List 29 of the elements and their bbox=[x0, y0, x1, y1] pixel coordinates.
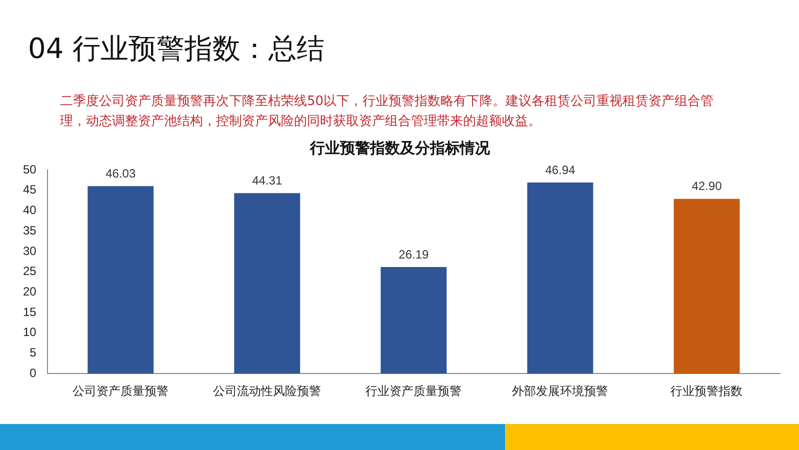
data-label: 46.03 bbox=[106, 166, 136, 180]
text: 二季度公司资产质量预警再次下降至枯荣线50以下，行业预警指数略有下降。建议各租赁公司重视租赁资产组合管理，动态调整资产池结构，控制资产风险的同时获取资产组合管理带来的超额收益。 bbox=[60, 93, 715, 131]
x-tick-label: 公司流动性风险预警 bbox=[213, 384, 322, 398]
x-tick-label: 公司资产质量预警 bbox=[72, 384, 169, 398]
data-label: 44.31 bbox=[252, 173, 282, 188]
data-label: 26.19 bbox=[398, 247, 430, 262]
bar bbox=[527, 182, 594, 374]
bar bbox=[88, 186, 154, 374]
y-tick-label: 0 bbox=[30, 366, 37, 380]
text: 04 行业预警指数：总结 bbox=[28, 31, 325, 67]
bar bbox=[674, 198, 740, 374]
y-tick-label: 15 bbox=[22, 304, 37, 319]
y-tick-label: 30 bbox=[22, 244, 37, 258]
y-tick-label: 5 bbox=[30, 346, 37, 360]
chart-title: 行业预警指数及分指标情况 bbox=[309, 138, 491, 157]
y-tick-label: 10 bbox=[22, 325, 37, 340]
y-tick-label: 35 bbox=[22, 223, 37, 238]
y-tick-label: 50 bbox=[22, 162, 37, 176]
y-tick-label: 20 bbox=[22, 284, 37, 298]
y-tick-label: 45 bbox=[22, 182, 37, 197]
bar bbox=[380, 266, 447, 374]
bar bbox=[234, 193, 300, 374]
x-tick-label: 外部发展环境预警 bbox=[512, 384, 608, 398]
y-tick-label: 40 bbox=[22, 203, 37, 218]
data-label: 42.90 bbox=[692, 179, 722, 194]
y-tick-label: 25 bbox=[22, 264, 37, 278]
data-label: 46.94 bbox=[545, 162, 576, 177]
x-tick-label: 行业资产质量预警 bbox=[366, 384, 462, 398]
x-tick-label: 行业预警指数 bbox=[670, 384, 743, 398]
